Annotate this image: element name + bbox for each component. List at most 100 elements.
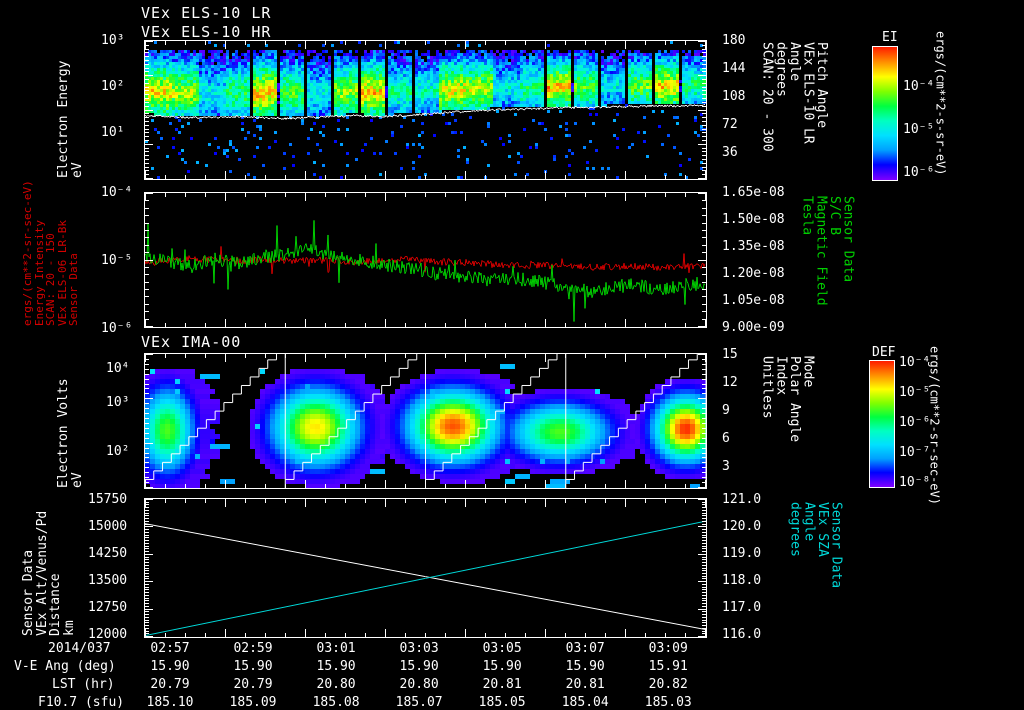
panel3-colorbar-tick-3: 10⁻⁷ [899,445,931,460]
panel3-colorbar-unit: ergs/(cm**2-sr-sec-eV) [928,346,942,505]
panel4-left-tick-5: 12000 [88,627,128,642]
panel1-colorbar-tick-2: 10⁻⁶ [903,165,935,180]
footer-time-tick: 03:01 [316,641,356,656]
panel2-right-tick-2: 1.35e-08 [722,239,785,254]
footer-time-tick: 03:03 [399,641,439,656]
panel3-left-axis-label: Electron Volts eV [56,356,85,488]
panel3-title: VEx IMA-00 [141,333,242,351]
panel3-colorbar-tick-4: 10⁻⁸ [899,475,931,490]
panel1-colorbar-gradient [873,47,897,180]
panel3-left-axis-label-0: Electron Volts [56,378,71,488]
panel4-left-tick-3: 13500 [88,573,128,588]
footer-row-label-1: LST (hr) [52,677,115,692]
panel2-left-tick-2: 10⁻⁶ [101,321,133,336]
panel4-left-axis-label-2: Distance [48,573,64,636]
footer-lst-value: 20.82 [648,677,688,692]
footer-date: 2014/037 [48,641,111,656]
panel1-colorbar-tick-0: 10⁻⁴ [903,79,935,94]
footer-f107-value: 185.04 [561,695,609,710]
footer-f107-value: 185.08 [312,695,360,710]
panel1-left-tick-2: 10¹ [101,125,125,140]
panel3-colorbar [869,360,895,488]
footer-f107-value: 185.09 [229,695,277,710]
panel2-left-axis-label-0: Sensor Data [67,253,81,326]
panel1-right-axis-label: SCAN: 20 - 300 degrees Angle VEx ELS-10 … [759,42,830,180]
footer-row-label-0: V-E Ang (deg) [14,659,116,674]
panel3-right-tick-0: 15 [722,347,738,362]
panel2-left-tick-1: 10⁻⁵ [101,253,133,268]
panel1-colorbar [872,46,898,181]
panel3-right-tick-4: 3 [722,459,730,474]
panel1-colorbar-unit-text: ergs/(cm**2-s-sr-eV) [933,31,948,176]
footer-ve-ang-value: 15.90 [233,659,273,674]
footer-ve-ang-value: 15.90 [150,659,190,674]
panel1-right-axis-label-0: Pitch Angle [814,42,830,129]
panel2-right-axis-label-1: S/C B [826,196,842,236]
footer-time-tick: 02:57 [150,641,190,656]
panel1-left-axis-label: Electron Energy eV [56,42,85,178]
panel3-left-tick-2: 10² [106,444,130,459]
panel3-colorbar-name: DEF [872,345,896,360]
panel3-right-tick-1: 12 [722,375,738,390]
footer-time-tick: 03:05 [482,641,522,656]
panel3-right-axis-label-2: Index [773,356,789,396]
footer-lst-value: 20.79 [150,677,190,692]
panel2-right-tick-4: 1.05e-08 [722,293,785,308]
panel4-right-tick-5: 116.0 [722,627,762,642]
panel3-right-axis-label-0: Mode [800,356,816,388]
footer-f107-value: 185.05 [478,695,526,710]
panel4-left-axis-label: Sensor Data VEx Alt/Venus/Pd Distance km [21,502,77,636]
footer-time-tick: 02:59 [233,641,273,656]
panel2-left-axis-label-4: SCAN: 20 - 150 [44,233,58,326]
panel1-right-axis-label-4: SCAN: 20 - 300 [759,42,775,152]
panel4-right-tick-1: 120.0 [722,519,762,534]
panel4-right-tick-0: 121.0 [722,492,762,507]
footer-row-label-2: F10.7 (sfu) [38,695,125,710]
panel2-line-canvas [145,193,706,327]
panel2-right-axis-label-2: Magnetic Field [813,196,829,306]
panel4-left-tick-2: 14250 [88,546,128,561]
panel1-right-axis-label-1: VEx ELS-10 LR [800,42,816,144]
panel1-title-line2: VEx ELS-10 HR [141,23,272,41]
panel1-left-axis-label-0: Electron Energy [56,60,71,178]
panel3-left-axis-label-1: eV [69,472,85,488]
panel4-right-axis-label-1: VEx SZA [814,502,830,557]
panel2-right-tick-1: 1.50e-08 [722,212,785,227]
footer-lst-value: 20.79 [233,677,273,692]
panel2-right-axis-label-3: Tesla [799,196,815,236]
panel4-right-axis-label: degrees Angle VEx SZA Sensor Data [787,502,844,638]
panel4-right-axis-label-3: degrees [787,502,803,557]
panel2-left-tick-0: 10⁻⁴ [101,185,133,200]
footer-ve-ang-value: 15.90 [482,659,522,674]
panel1-left-tick-0: 10³ [101,33,125,48]
panel3-colorbar-gradient [870,361,894,487]
panel2-right-tick-3: 1.20e-08 [722,266,785,281]
panel1-title-line1: VEx ELS-10 LR [141,4,272,22]
panel4-left-tick-1: 15000 [88,519,128,534]
footer-lst-value: 20.81 [565,677,605,692]
panel2-plot-area [144,192,707,328]
panel2-right-axis-label: Tesla Magnetic Field S/C B Sensor Data [799,196,856,328]
footer-ve-ang-value: 15.90 [399,659,439,674]
panel1-right-tick-4: 36 [722,145,738,160]
panel3-colorbar-tick-0: 10⁻⁴ [899,355,931,370]
panel3-right-axis-label: Unitless Index Polar Angle Mode [760,356,816,490]
panel4-right-axis-label-0: Sensor Data [828,502,844,589]
panel1-colorbar-name: EI [882,30,898,45]
panel1-plot-area [144,40,707,180]
panel4-right-tick-2: 119.0 [722,546,762,561]
panel1-right-axis-label-3: degrees [773,42,789,97]
panel1-colorbar-tick-1: 10⁻⁵ [903,122,935,137]
footer-lst-value: 20.80 [316,677,356,692]
panel1-spectrogram-canvas [145,41,706,179]
footer-f107-value: 185.07 [395,695,443,710]
footer-ve-ang-value: 15.91 [648,659,688,674]
panel1-right-tick-1: 144 [722,61,746,76]
footer-time-tick: 03:09 [648,641,688,656]
panel3-right-tick-2: 9 [722,403,730,418]
panel2-right-axis-label-0: Sensor Data [840,196,856,283]
panel3-right-axis-label-1: Polar Angle [786,356,802,443]
panel3-colorbar-tick-1: 10⁻⁵ [899,385,931,400]
panel2-right-tick-5: 9.00e-09 [722,320,785,335]
panel4-right-tick-3: 118.0 [722,573,762,588]
